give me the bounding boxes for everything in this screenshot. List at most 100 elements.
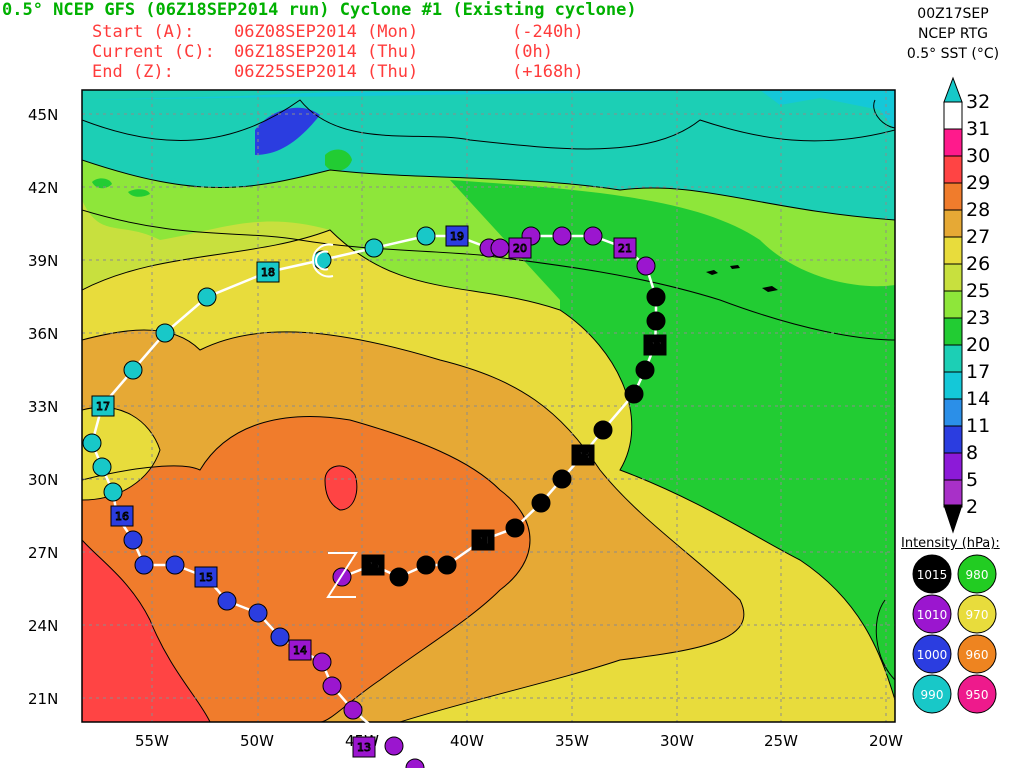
track-label-17: 17 [96, 400, 110, 413]
map-grid [82, 90, 895, 722]
track-label-21: 21 [618, 242, 632, 255]
lon-label: 40W [450, 732, 484, 750]
end-row: End (Z): 06Z25SEP2014 (Thu) (+168h) [92, 62, 584, 142]
lat-label: 24N [28, 617, 58, 635]
end-position-marker [326, 552, 358, 598]
intensity-swatch [912, 674, 952, 714]
sst-date: 00Z17SEP [917, 6, 989, 22]
colorbar-label: 29 [966, 172, 990, 194]
current-date: 06Z18SEP2014 (Thu) [234, 42, 419, 62]
track-points-1015 [389, 287, 666, 587]
intensity-label: 1010 [917, 608, 948, 622]
colorbar-swatch [943, 344, 963, 373]
colorbar-swatch [943, 236, 963, 265]
colorbar-bottom-arrow [943, 504, 963, 534]
track-label-23: 23 [576, 449, 590, 462]
start-label: Start (A): [92, 22, 195, 42]
track-label-19: 19 [450, 230, 464, 243]
end-offset: (+168h) [512, 62, 584, 82]
colorbar-label: 17 [966, 361, 990, 383]
end-date: 06Z25SEP2014 (Thu) [234, 62, 419, 82]
lon-label: 50W [240, 732, 274, 750]
colorbar-label: 25 [966, 280, 990, 302]
track-label-20: 20 [513, 242, 527, 255]
colorbar-label: 30 [966, 145, 990, 167]
colorbar-label: 14 [966, 388, 990, 410]
intensity-swatch [957, 634, 997, 674]
colorbar-swatch [943, 452, 963, 481]
intensity-label: 950 [966, 688, 989, 702]
colorbar-swatch [943, 425, 963, 454]
colorbar-swatch [943, 371, 963, 400]
intensity-legend-title: Intensity (hPa): [901, 536, 1000, 551]
cyclone-track: 17 18 19 20 21 22 23 24 25 16 15 14 13 [82, 225, 667, 768]
colorbar-label: 20 [966, 334, 990, 356]
colorbar-swatch [943, 263, 963, 292]
track-points-1010 [312, 226, 656, 768]
lat-label: 42N [28, 179, 58, 197]
colorbar-labels: 32 31 30 29 28 27 26 25 23 20 17 14 11 8… [966, 91, 990, 518]
lon-label: 30W [660, 732, 694, 750]
track-points-990 [82, 226, 436, 502]
colorbar-label: 23 [966, 307, 990, 329]
colorbar-label: 26 [966, 253, 990, 275]
colorbar-top-arrow [943, 76, 963, 103]
start-offset: (-240h) [512, 22, 584, 42]
lon-label: 25W [764, 732, 798, 750]
intensity-label: 980 [966, 568, 989, 582]
sst-source: NCEP RTG [917, 26, 989, 42]
track-points-1000 [123, 530, 290, 647]
intensity-swatch [912, 634, 952, 674]
intensity-swatch [912, 594, 952, 634]
intensity-label: 1015 [917, 568, 948, 582]
colorbar-label: 28 [966, 199, 990, 221]
lat-axis-labels: 45N 42N 39N 36N 33N 30N 27N 24N 21N [28, 106, 58, 708]
lat-label: 21N [28, 690, 58, 708]
colorbar-swatch [943, 209, 963, 238]
track-day-labels: 17 18 19 20 21 22 23 24 25 16 15 14 13 [91, 225, 667, 758]
lon-label: 20W [869, 732, 903, 750]
current-offset: (0h) [512, 42, 553, 62]
intensity-swatch [957, 674, 997, 714]
lat-label: 27N [28, 544, 58, 562]
colorbar-label: 5 [966, 469, 978, 491]
colorbar-label: 32 [966, 91, 990, 113]
intensity-swatch [912, 554, 952, 594]
current-row: Current (C): 06Z18SEP2014 (Thu) (0h) [92, 42, 553, 122]
colorbar-swatch [943, 128, 963, 157]
lat-label: 36N [28, 325, 58, 343]
track-label-24: 24 [476, 534, 490, 547]
current-position-marker [312, 243, 334, 278]
colorbar-label: 27 [966, 226, 990, 248]
lon-label: 55W [135, 732, 169, 750]
track-label-22: 22 [648, 339, 662, 352]
start-date: 06Z08SEP2014 (Mon) [234, 22, 419, 42]
end-label: End (Z): [92, 62, 174, 82]
colorbar-swatch [943, 101, 963, 130]
sst-colorbar: 32 31 30 29 28 27 26 25 23 20 17 14 11 8… [943, 76, 990, 534]
intensity-label: 970 [966, 608, 989, 622]
intensity-legend: 1015 980 1010 970 1000 960 990 950 [912, 554, 997, 714]
lat-label: 33N [28, 398, 58, 416]
colorbar-swatch [943, 317, 963, 346]
intensity-swatch [957, 554, 997, 594]
intensity-label: 1000 [917, 648, 948, 662]
intensity-label: 990 [921, 688, 944, 702]
sst-source-label: 00Z17SEP NCEP RTG 0.5° SST (°C) [888, 4, 1018, 64]
track-label-13: 13 [357, 741, 371, 754]
sst-field [82, 90, 895, 722]
colorbar-label: 2 [966, 496, 978, 518]
colorbar-label: 8 [966, 442, 978, 464]
intensity-swatch [957, 594, 997, 634]
colorbar-swatch [943, 398, 963, 427]
colorbar-swatch [943, 182, 963, 211]
map-title: 0.5° NCEP GFS (06Z18SEP2014 run) Cyclone… [2, 0, 637, 20]
colorbar-label: 31 [966, 118, 990, 140]
colorbar-swatch [943, 479, 963, 508]
colorbar-swatches [943, 101, 963, 508]
track-label-16: 16 [115, 510, 129, 523]
start-row: Start (A): 06Z08SEP2014 (Mon) (-240h) [92, 22, 584, 102]
colorbar-swatch [943, 290, 963, 319]
intensity-label: 960 [966, 648, 989, 662]
lon-axis-labels: 55W 50W 45W 40W 35W 30W 25W 20W [135, 732, 903, 750]
